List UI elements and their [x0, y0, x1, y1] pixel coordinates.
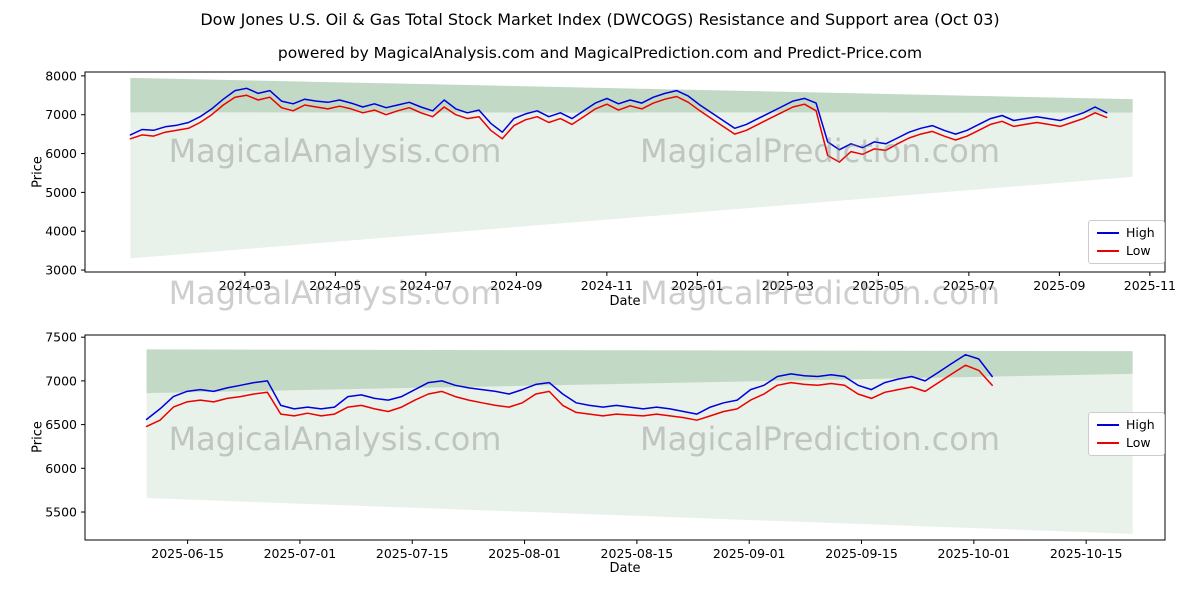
x-tick-label: 2025-06-15 [151, 546, 224, 561]
x-tick-label: 2025-09-01 [713, 546, 786, 561]
x-tick-label: 2025-03 [762, 278, 814, 293]
x-tick-label: 2025-07-01 [264, 546, 337, 561]
chart-subtitle: powered by MagicalAnalysis.com and Magic… [277, 44, 923, 62]
x-tick-label: 2024-05 [309, 278, 361, 293]
y-tick-label: 8000 [45, 68, 77, 83]
legend-label-low: Low [1126, 243, 1151, 258]
x-tick-label: 2025-07 [943, 278, 995, 293]
low-line [145, 364, 993, 428]
support-band [130, 112, 1133, 259]
axes-frame [84, 71, 1166, 273]
chart-title: Dow Jones U.S. Oil & Gas Total Stock Mar… [200, 10, 1000, 29]
legend-item-high: High [1097, 226, 1155, 240]
resistance-band [146, 349, 1133, 394]
low-line-swatch-icon [1097, 442, 1119, 444]
bottom-chart-ylabel: Price [30, 421, 46, 453]
x-tick-label: 2025-01 [671, 278, 723, 293]
x-tick-label: 2025-09-15 [825, 546, 898, 561]
y-tick-label: 3000 [45, 263, 77, 278]
top-chart: 3000 4000 5000 6000 7000 8000 2024-03 2024-05 20… [45, 68, 1176, 293]
y-tick-label: 5000 [45, 185, 77, 200]
axes-frame [84, 334, 1166, 541]
x-tick-label: 2025-07-15 [376, 546, 449, 561]
top-chart-xlabel: Date [609, 294, 641, 309]
high-line [129, 87, 1108, 151]
y-tick-label: 4000 [45, 224, 77, 239]
legend-item-high: High [1097, 418, 1155, 432]
legend-item-low: Low [1097, 244, 1155, 258]
support-band [146, 373, 1133, 534]
plot-background [85, 335, 1165, 540]
high-line [145, 353, 993, 421]
low-line-swatch-icon [1097, 250, 1119, 252]
legend-label-high: High [1126, 225, 1155, 240]
x-tick-label: 2025-10-01 [938, 546, 1011, 561]
y-tick-label: 5500 [45, 505, 77, 520]
x-tick-label: 2024-09 [490, 278, 542, 293]
top-chart-legend: High Low [1088, 220, 1165, 264]
x-tick-label: 2024-11 [581, 278, 633, 293]
bottom-chart-xlabel: Date [609, 561, 641, 576]
top-chart-ylabel: Price [30, 156, 46, 188]
legend-item-low: Low [1097, 436, 1155, 450]
resistance-band [130, 77, 1133, 113]
legend-label-low: Low [1126, 435, 1151, 450]
high-line-swatch-icon [1097, 424, 1119, 426]
bottom-chart-legend: High Low [1088, 412, 1165, 456]
bottom-chart: 5500 6000 6500 7000 7500 2025-06-15 2025-07-01… [45, 330, 1166, 561]
x-tick-label: 2025-08-01 [488, 546, 561, 561]
y-tick-label: 6500 [45, 417, 77, 432]
x-tick-label: 2025-05 [852, 278, 904, 293]
y-tick-label: 6000 [45, 146, 77, 161]
y-tick-label: 7000 [45, 373, 77, 388]
plot-background [85, 72, 1165, 272]
x-tick-label: 2025-08-15 [601, 546, 674, 561]
x-tick-label: 2025-09 [1033, 278, 1085, 293]
x-tick-label: 2024-07 [400, 278, 452, 293]
high-line-swatch-icon [1097, 232, 1119, 234]
legend-label-high: High [1126, 417, 1155, 432]
y-tick-label: 7000 [45, 107, 77, 122]
y-tick-label: 7500 [45, 330, 77, 345]
x-tick-label: 2025-11 [1124, 278, 1176, 293]
low-line [129, 94, 1108, 163]
x-tick-label: 2024-03 [219, 278, 271, 293]
y-tick-label: 6000 [45, 461, 77, 476]
x-tick-label: 2025-10-15 [1050, 546, 1123, 561]
